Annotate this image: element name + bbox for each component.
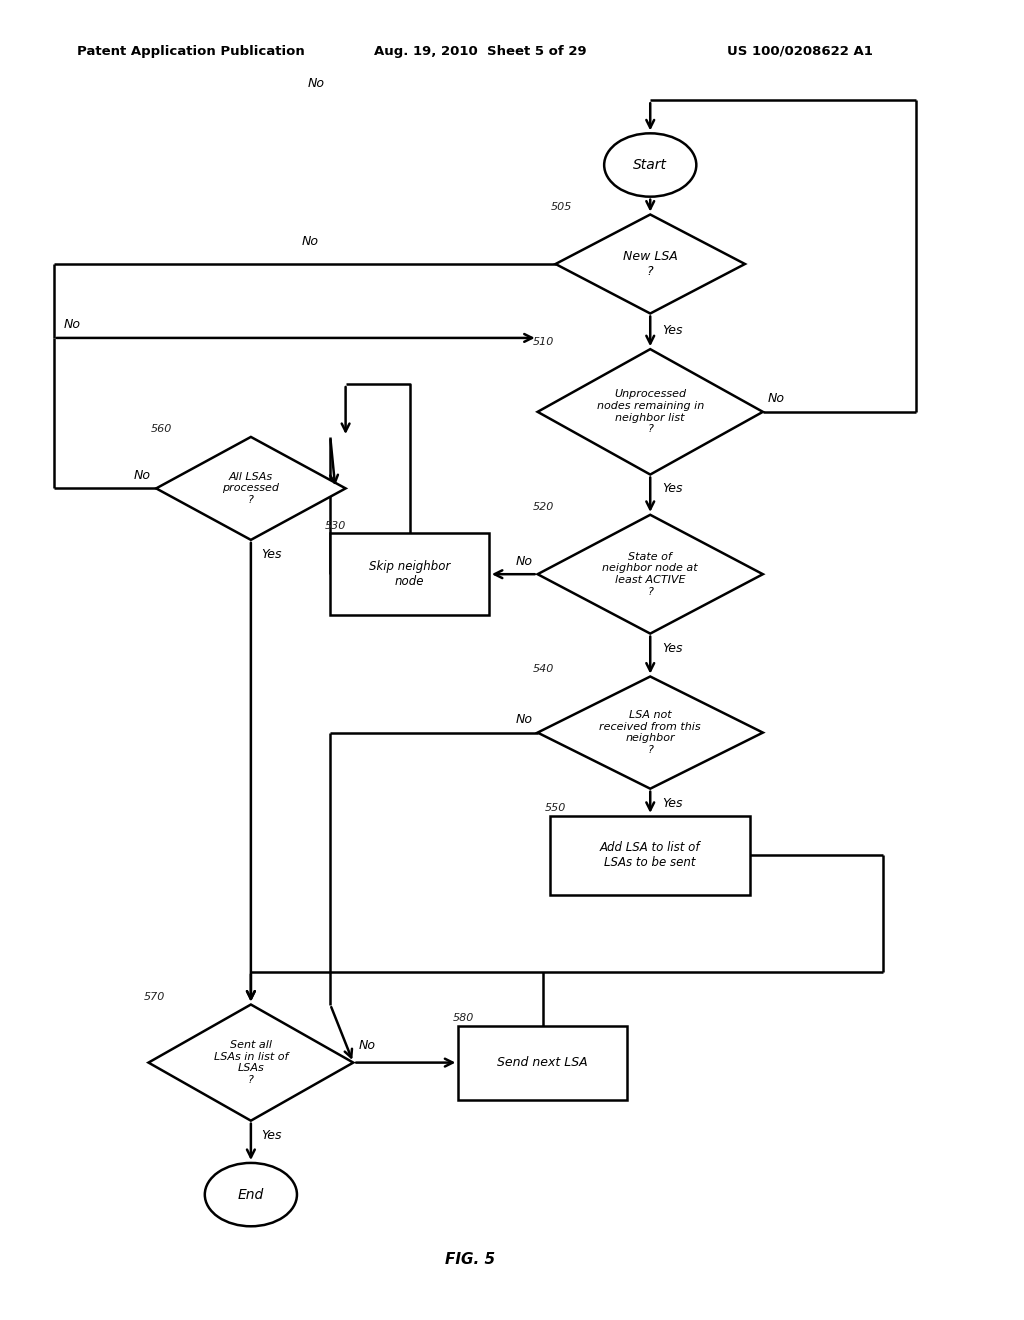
Text: Sent all
LSAs in list of
LSAs
?: Sent all LSAs in list of LSAs ? [214,1040,288,1085]
Text: 560: 560 [152,424,172,434]
Text: No: No [515,713,532,726]
Text: Send next LSA: Send next LSA [498,1056,588,1069]
Text: Yes: Yes [663,483,683,495]
Text: Skip neighbor
node: Skip neighbor node [369,560,451,589]
Text: No: No [63,318,81,331]
Text: No: No [515,554,532,568]
Text: Unprocessed
nodes remaining in
neighbor list
?: Unprocessed nodes remaining in neighbor … [597,389,703,434]
Text: 505: 505 [551,202,571,211]
Text: FIG. 5: FIG. 5 [445,1253,496,1267]
Text: US 100/0208622 A1: US 100/0208622 A1 [727,45,872,58]
Text: No: No [307,77,325,90]
Text: No: No [768,392,785,405]
Polygon shape [156,437,346,540]
Text: All LSAs
processed
?: All LSAs processed ? [222,471,280,506]
Polygon shape [538,676,763,788]
Text: No: No [358,1039,376,1052]
Text: 570: 570 [143,991,165,1002]
Text: 580: 580 [453,1012,474,1023]
Polygon shape [538,350,763,475]
FancyBboxPatch shape [459,1026,627,1100]
Text: 530: 530 [326,520,346,531]
Text: Patent Application Publication: Patent Application Publication [77,45,304,58]
Text: No: No [301,235,318,248]
FancyBboxPatch shape [330,533,489,615]
Text: LSA not
received from this
neighbor
?: LSA not received from this neighbor ? [599,710,701,755]
Text: 550: 550 [545,803,566,813]
Text: Aug. 19, 2010  Sheet 5 of 29: Aug. 19, 2010 Sheet 5 of 29 [374,45,587,58]
Text: 510: 510 [532,337,554,347]
Polygon shape [555,214,745,313]
Text: 540: 540 [532,664,554,673]
Text: No: No [134,469,152,482]
Text: 520: 520 [532,502,554,512]
Polygon shape [538,515,763,634]
Text: Yes: Yes [663,323,683,337]
Text: New LSA
?: New LSA ? [623,249,678,279]
Text: Yes: Yes [663,642,683,655]
Text: Yes: Yes [261,1129,282,1142]
Text: End: End [238,1188,264,1201]
FancyBboxPatch shape [551,816,750,895]
Text: State of
neighbor node at
least ACTIVE
?: State of neighbor node at least ACTIVE ? [602,552,698,597]
Ellipse shape [205,1163,297,1226]
Text: Add LSA to list of
LSAs to be sent: Add LSA to list of LSAs to be sent [600,841,700,870]
Text: Yes: Yes [261,548,282,561]
Text: Yes: Yes [663,796,683,809]
Polygon shape [148,1005,353,1121]
Text: Start: Start [633,158,668,172]
Ellipse shape [604,133,696,197]
